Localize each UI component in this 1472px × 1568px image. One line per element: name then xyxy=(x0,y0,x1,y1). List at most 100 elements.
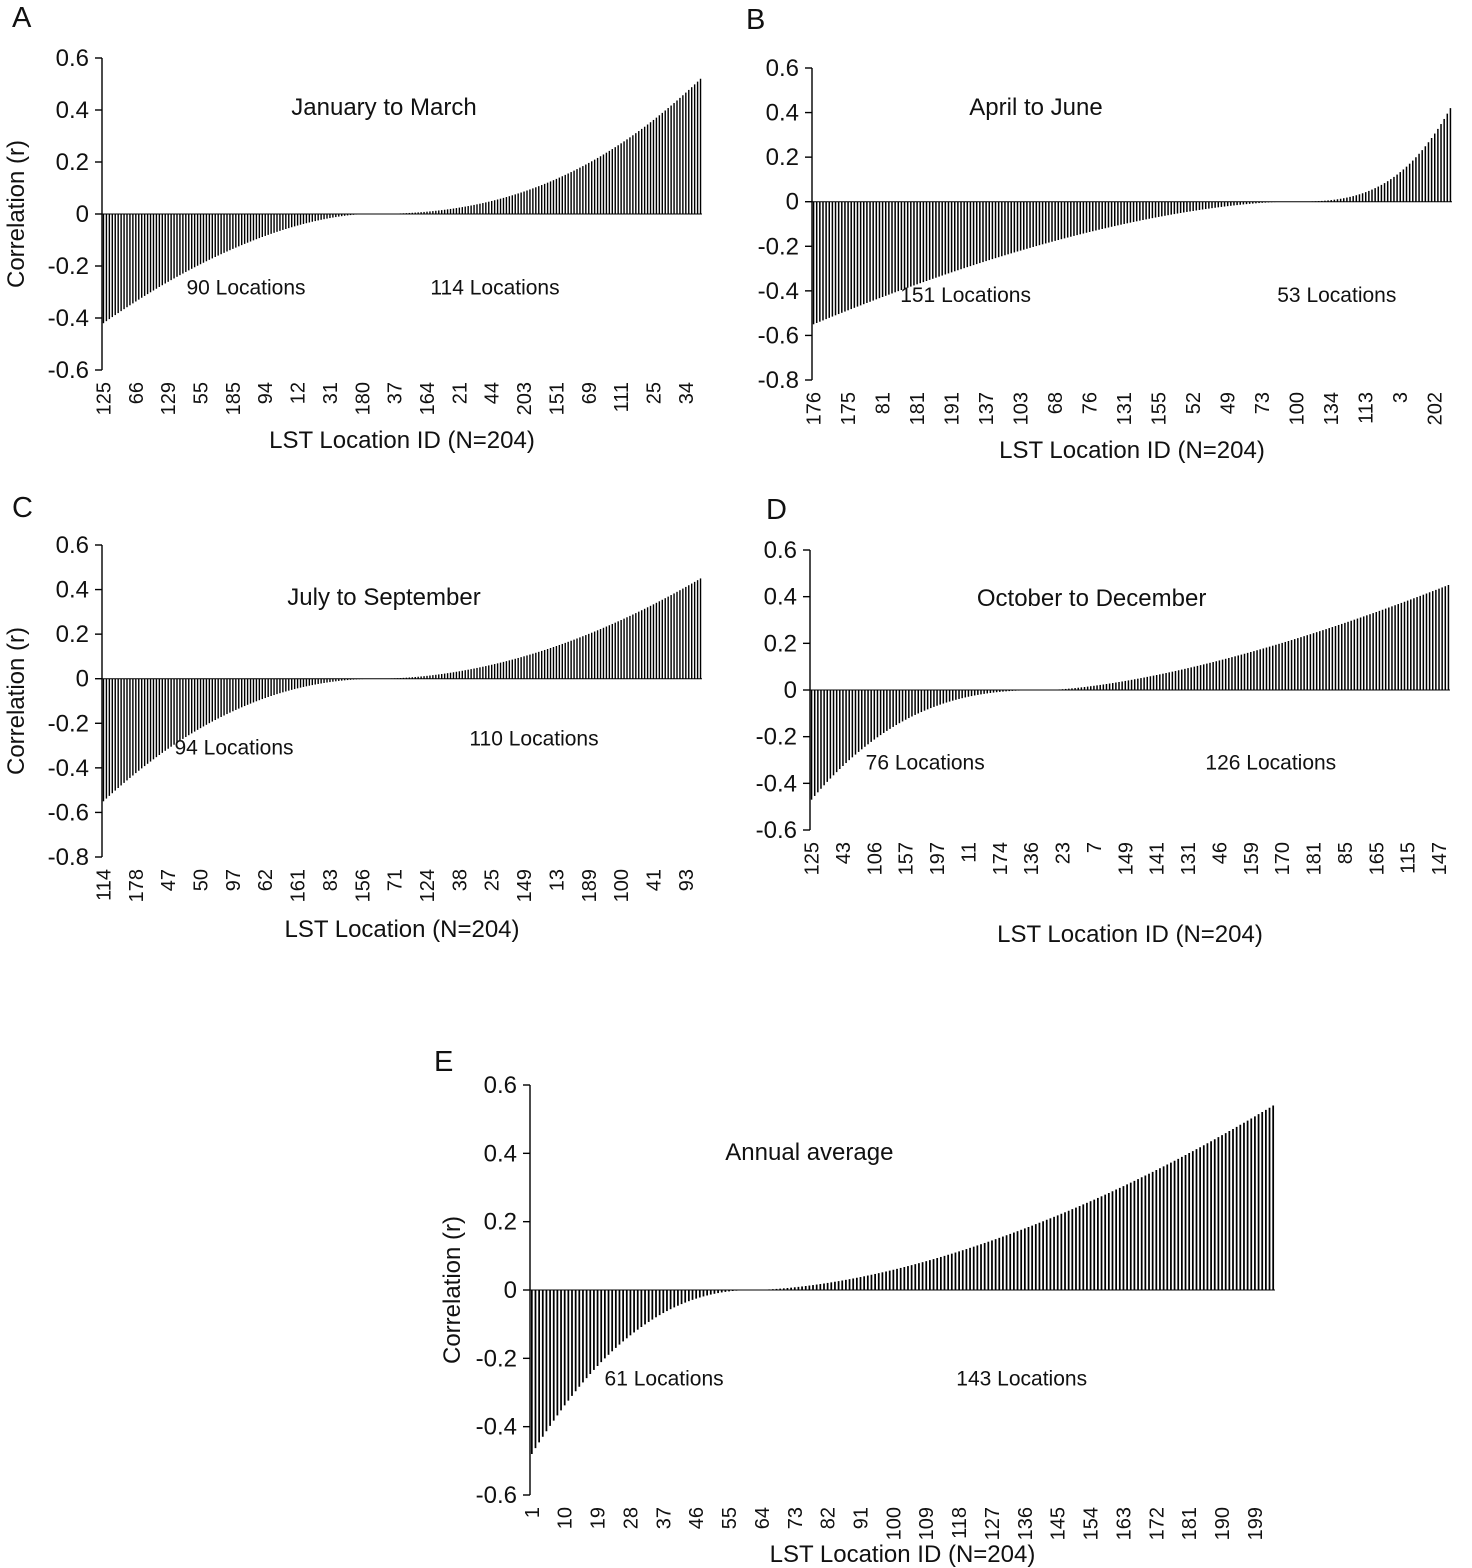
x-tick-label: 159 xyxy=(1241,842,1263,875)
y-tick-label: -0.4 xyxy=(48,305,89,332)
x-tick-label: 28 xyxy=(620,1507,642,1529)
y-tick-label: -0.2 xyxy=(756,724,797,751)
x-tick-label: 47 xyxy=(158,869,180,891)
x-tick-label: 62 xyxy=(255,869,277,891)
x-axis-title: LST Location ID (N=204) xyxy=(999,437,1265,464)
y-axis-title: Correlation (r) xyxy=(3,140,30,288)
x-tick-label: 46 xyxy=(1209,842,1231,864)
bars-series xyxy=(530,1105,1275,1454)
x-tick-label: 44 xyxy=(482,382,504,404)
x-tick-label: 131 xyxy=(1178,842,1200,875)
x-tick-label: 124 xyxy=(417,869,439,902)
bars-series xyxy=(810,585,1450,800)
y-tick-label: 0.2 xyxy=(766,144,799,171)
y-tick-label: 0.2 xyxy=(56,149,89,176)
x-tick-label: 115 xyxy=(1398,842,1420,874)
x-tick-label: 185 xyxy=(223,382,245,415)
x-tick-label: 149 xyxy=(514,869,536,902)
y-tick-label: -0.6 xyxy=(756,817,797,844)
x-tick-label: 181 xyxy=(1179,1507,1201,1540)
x-tick-label: 170 xyxy=(1272,842,1294,875)
y-tick-label: -0.4 xyxy=(48,755,89,782)
y-tick-label: -0.6 xyxy=(476,1482,517,1509)
x-tick-label: 203 xyxy=(514,382,536,415)
panel-c: C 0.6 0.4 0.2 0 -0.2 -0.4 -0.6 -0.8 114 178 47 50 97… xyxy=(0,490,722,1030)
x-tick-label: 111 xyxy=(611,382,633,412)
x-tick-label: 71 xyxy=(385,869,407,891)
x-tick-label: 161 xyxy=(288,869,310,902)
chart-title: October to December xyxy=(977,585,1206,612)
y-axis-title: Correlation (r) xyxy=(439,1216,466,1364)
y-tick-label: -0.6 xyxy=(758,322,799,349)
x-tick-label: 113 xyxy=(1356,392,1378,424)
x-tick-label: 11 xyxy=(958,842,980,863)
x-tick-label: 3 xyxy=(1390,392,1412,403)
annotation-location-count: 53 Locations xyxy=(1277,284,1396,307)
x-tick-label: 82 xyxy=(818,1507,840,1529)
x-tick-label: 156 xyxy=(352,869,374,902)
x-tick-label: 137 xyxy=(976,392,998,425)
y-tick-label: -0.6 xyxy=(48,799,89,826)
y-tick-label: -0.6 xyxy=(48,357,89,384)
x-tick-label: 131 xyxy=(1114,392,1136,425)
x-tick-label: 21 xyxy=(449,382,471,404)
y-tick-label: 0.2 xyxy=(484,1209,517,1236)
x-tick-label: 151 xyxy=(546,382,568,415)
x-tick-label: 43 xyxy=(833,842,855,864)
panel-letter-d: D xyxy=(766,494,787,526)
x-tick-label: 37 xyxy=(385,382,407,404)
x-tick-label: 25 xyxy=(482,869,504,891)
annotation-location-count: 61 Locations xyxy=(605,1368,724,1391)
x-axis-title: LST Location ID (N=204) xyxy=(269,427,535,454)
annotation-location-count: 90 Locations xyxy=(186,277,305,300)
x-tick-label: 31 xyxy=(320,382,342,404)
y-tick-label: 0 xyxy=(786,189,799,216)
x-tick-label: 181 xyxy=(1304,842,1326,875)
panel-b: B 0.6 0.4 0.2 0 -0.2 -0.4 -0.6 -0.8 176 175 81 181 1… xyxy=(730,0,1472,490)
x-tick-label: 145 xyxy=(1048,1507,1070,1540)
y-tick-label: -0.8 xyxy=(48,844,89,871)
panel-letter-c: C xyxy=(12,492,33,524)
x-tick-label: 68 xyxy=(1045,392,1067,414)
y-tick-label: -0.8 xyxy=(758,367,799,394)
y-tick-label: -0.4 xyxy=(758,278,799,305)
x-tick-label: 73 xyxy=(785,1507,807,1529)
x-tick-label: 165 xyxy=(1366,842,1388,875)
x-tick-label: 103 xyxy=(1011,392,1033,425)
y-tick-label: 0.6 xyxy=(484,1072,517,1099)
annotation-location-count: 94 Locations xyxy=(174,736,293,759)
x-axis-title: LST Location ID (N=204) xyxy=(997,921,1263,948)
x-tick-label: 157 xyxy=(896,842,918,875)
x-tick-label: 38 xyxy=(449,869,471,891)
x-tick-label: 81 xyxy=(873,392,895,414)
y-tick-label: -0.4 xyxy=(476,1414,517,1441)
y-tick-label: -0.4 xyxy=(756,770,797,797)
x-tick-label: 136 xyxy=(1015,1507,1037,1540)
x-tick-label: 97 xyxy=(223,869,245,891)
bars-series xyxy=(812,108,1452,325)
y-tick-label: 0 xyxy=(76,201,89,228)
x-tick-label: 125 xyxy=(802,842,824,875)
x-tick-label: 154 xyxy=(1081,1507,1103,1540)
x-tick-label: 55 xyxy=(719,1507,741,1529)
x-tick-label: 94 xyxy=(255,382,277,404)
annotation-location-count: 151 Locations xyxy=(900,284,1031,307)
x-tick-label: 93 xyxy=(676,869,698,891)
x-tick-label: 23 xyxy=(1053,842,1075,864)
x-tick-label: 134 xyxy=(1321,392,1343,425)
x-tick-label: 141 xyxy=(1147,842,1169,875)
x-tick-label: 49 xyxy=(1218,392,1240,414)
chart-title: January to March xyxy=(291,94,476,121)
x-tick-label: 83 xyxy=(320,869,342,891)
y-tick-label: 0.2 xyxy=(56,621,89,648)
y-tick-label: 0.6 xyxy=(56,532,89,559)
y-tick-label: 0.6 xyxy=(56,45,89,72)
x-tick-label: 55 xyxy=(191,382,213,404)
x-tick-label: 199 xyxy=(1245,1507,1267,1540)
x-tick-label: 100 xyxy=(1287,392,1309,425)
x-tick-label: 181 xyxy=(907,392,929,425)
x-axis-title: LST Location (N=204) xyxy=(284,916,519,943)
annotation-location-count: 143 Locations xyxy=(956,1368,1087,1391)
